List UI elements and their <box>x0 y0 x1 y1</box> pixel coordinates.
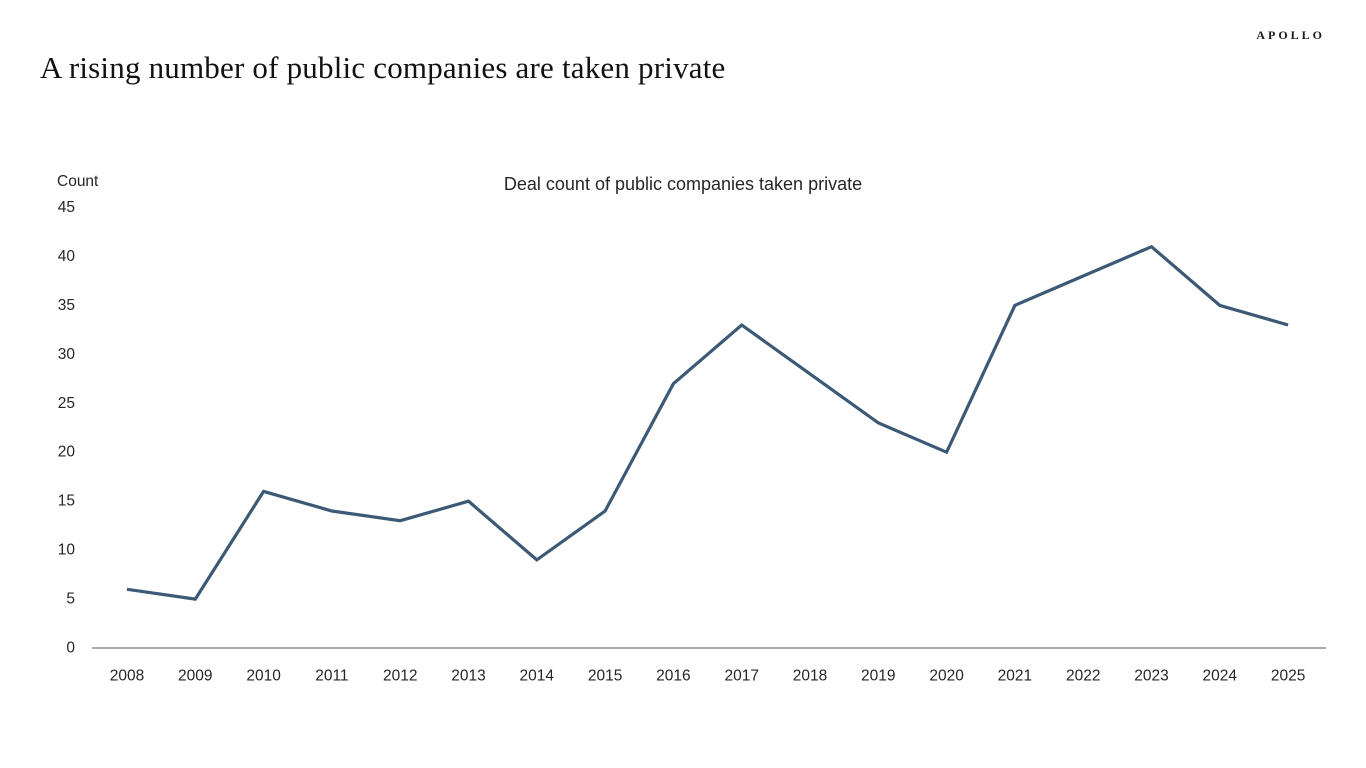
x-tick-label: 2018 <box>793 668 827 685</box>
x-tick-label: 2012 <box>383 668 417 685</box>
chart-title: Deal count of public companies taken pri… <box>503 174 863 194</box>
y-tick-label: 0 <box>66 640 75 657</box>
y-tick-label: 25 <box>58 395 75 412</box>
x-tick-label: 2017 <box>724 668 758 685</box>
x-tick-label: 2011 <box>315 668 348 685</box>
x-tick-label: 2015 <box>588 668 622 685</box>
page-title: A rising number of public companies are … <box>40 50 726 85</box>
x-tick-label: 2024 <box>1203 668 1238 685</box>
x-tick-label: 2021 <box>998 668 1032 685</box>
y-tick-label: 35 <box>58 297 75 314</box>
x-tick-label: 2010 <box>246 668 281 685</box>
x-tick-label: 2023 <box>1134 668 1168 685</box>
x-tick-label: 2025 <box>1271 668 1305 685</box>
y-axis-unit-label: Count <box>57 173 99 190</box>
x-tick-label: 2016 <box>656 668 690 685</box>
deal-count-line <box>126 244 1289 601</box>
y-tick-label: 10 <box>58 542 76 559</box>
x-tick-label: 2008 <box>110 668 144 685</box>
x-tick-label: 2013 <box>451 668 485 685</box>
x-tick-label: 2009 <box>178 668 212 685</box>
y-tick-label: 20 <box>58 444 76 461</box>
apollo-logo: APOLLO <box>1256 28 1325 42</box>
y-tick-label: 15 <box>58 493 75 510</box>
x-tick-label: 2019 <box>861 668 895 685</box>
x-tick-label: 2020 <box>929 668 964 685</box>
y-tick-label: 40 <box>58 248 76 265</box>
y-tick-label: 5 <box>66 591 75 608</box>
y-tick-label: 45 <box>58 199 75 216</box>
x-tick-label: 2022 <box>1066 668 1100 685</box>
y-tick-label: 30 <box>58 346 76 363</box>
x-tick-label: 2014 <box>520 668 555 685</box>
